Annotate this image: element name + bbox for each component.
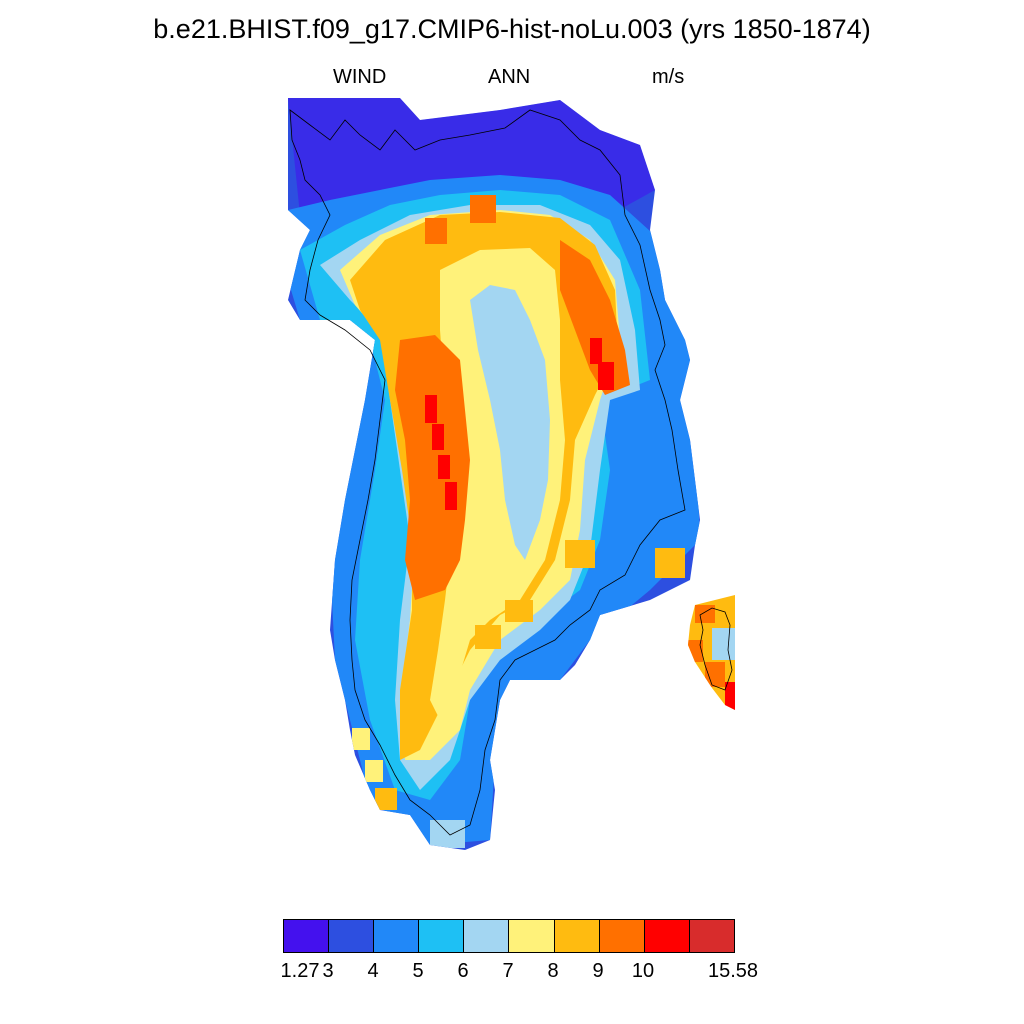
colorbar-tick-label: 1.27 (280, 960, 320, 982)
island-field (688, 595, 735, 710)
colorbar-box (419, 920, 465, 952)
colorbar-box (689, 920, 734, 952)
plot-title: b.e21.BHIST.f09_g17.CMIP6-hist-noLu.003 … (153, 14, 871, 44)
colorbar-tick-label: 15.58 (707, 960, 759, 982)
units-label: m/s (652, 66, 685, 88)
greenland-field (288, 98, 700, 850)
island-coastline (699, 607, 733, 691)
colorbar-tick-label: 10 (631, 960, 655, 982)
colorbar-tick-label: 7 (502, 960, 514, 982)
variable-label: WIND (333, 66, 387, 88)
coastline (289, 109, 686, 836)
colorbar-box (644, 920, 690, 952)
colorbar-tick-label: 3 (322, 960, 334, 982)
colorbar-box (284, 920, 330, 952)
colorbar-tick-label: 8 (547, 960, 559, 982)
colorbar-box (329, 920, 375, 952)
colorbar-box (599, 920, 645, 952)
colorbar-tick-label: 4 (367, 960, 379, 982)
season-label: ANN (488, 66, 531, 88)
colorbar-box (374, 920, 420, 952)
colorbar-tick-label: 6 (457, 960, 469, 982)
colorbar-box (509, 920, 555, 952)
colorbar-tick-label: 5 (412, 960, 424, 982)
colorbar (283, 919, 735, 953)
colorbar-tick-label: 9 (592, 960, 604, 982)
colorbar-box (554, 920, 600, 952)
colorbar-box (464, 920, 510, 952)
